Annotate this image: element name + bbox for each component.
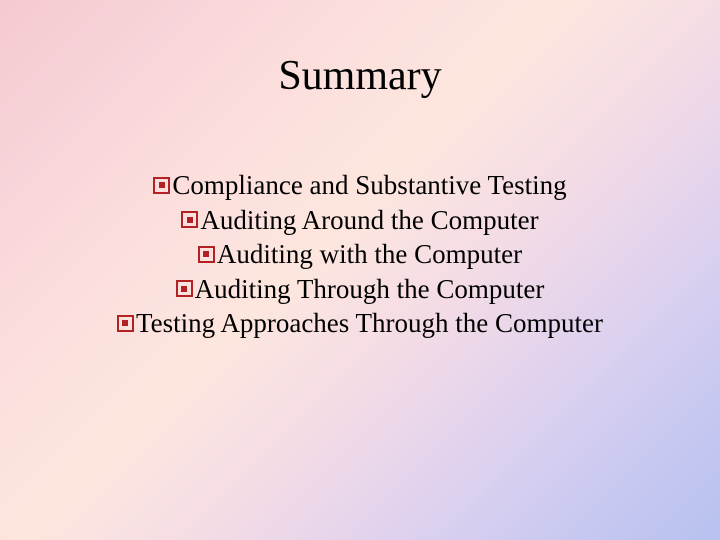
list-item-label: Auditing with the Computer <box>217 237 522 272</box>
square-bullet-icon <box>176 280 193 297</box>
slide-title: Summary <box>0 52 720 100</box>
square-bullet-icon <box>198 246 215 263</box>
square-bullet-icon <box>117 315 134 332</box>
list-item-label: Compliance and Substantive Testing <box>172 168 566 203</box>
list-item: Auditing Around the Computer <box>0 203 720 238</box>
square-bullet-icon <box>181 211 198 228</box>
list-item: Testing Approaches Through the Computer <box>0 306 720 341</box>
square-bullet-icon <box>153 177 170 194</box>
list-item: Auditing with the Computer <box>0 237 720 272</box>
list-item-label: Auditing Around the Computer <box>200 203 538 238</box>
list-item: Auditing Through the Computer <box>0 272 720 307</box>
list-item: Compliance and Substantive Testing <box>0 168 720 203</box>
slide-body: Compliance and Substantive Testing Audit… <box>0 168 720 341</box>
list-item-label: Auditing Through the Computer <box>195 272 545 307</box>
list-item-label: Testing Approaches Through the Computer <box>136 306 603 341</box>
slide: Summary Compliance and Substantive Testi… <box>0 0 720 540</box>
